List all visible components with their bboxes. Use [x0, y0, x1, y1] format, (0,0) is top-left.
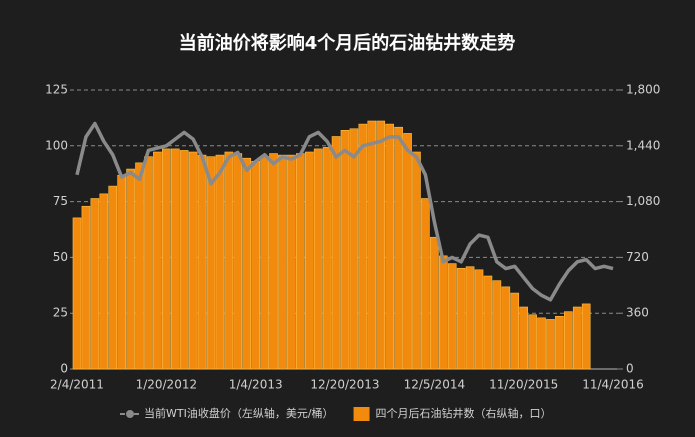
bar	[340, 130, 350, 370]
legend-label: 当前WTI油收盘价（左纵轴，美元/桶）	[144, 406, 334, 420]
bar	[144, 156, 153, 370]
bar	[287, 154, 296, 370]
bar	[215, 154, 225, 370]
y2-tick-label: 1,440	[626, 138, 660, 152]
bar	[528, 314, 537, 370]
bar	[99, 193, 109, 370]
line	[75, 121, 614, 302]
y-tick-label: 25	[53, 306, 68, 320]
bar	[197, 154, 207, 370]
bar	[126, 168, 135, 370]
bar	[269, 153, 278, 370]
bar	[564, 311, 573, 370]
y-tick-label: 50	[53, 250, 68, 264]
y2-tick-label: 1,800	[626, 83, 660, 97]
bar	[242, 157, 252, 370]
bar	[581, 303, 591, 370]
bar	[188, 151, 198, 370]
bar	[385, 123, 394, 370]
bar	[322, 147, 332, 370]
bar	[403, 133, 412, 370]
bar	[278, 154, 287, 370]
bar	[456, 267, 466, 370]
bar	[447, 263, 457, 370]
bar	[90, 198, 100, 370]
bar	[483, 275, 493, 370]
bar	[331, 136, 341, 370]
bar	[117, 174, 126, 370]
bar	[224, 151, 234, 370]
bar	[81, 205, 91, 370]
bar	[349, 128, 359, 370]
bar	[358, 123, 368, 370]
chart-title: 当前油价将影响4个月后的石油钻井数走势	[179, 32, 516, 54]
bar	[430, 236, 439, 370]
y-tick-label: 0	[60, 362, 68, 376]
bar	[492, 280, 502, 370]
bar	[465, 266, 475, 370]
y-tick-label: 100	[45, 138, 68, 152]
bar	[206, 156, 216, 370]
bar	[313, 148, 323, 370]
y-tick-label: 75	[53, 194, 68, 208]
bar	[251, 161, 260, 370]
bar	[296, 153, 305, 370]
y2-tick-label: 1,080	[626, 194, 660, 208]
bar	[394, 126, 403, 370]
y2-tick-label: 360	[626, 306, 649, 320]
x-tick-label: 1/4/2013	[229, 378, 283, 392]
bar	[376, 120, 386, 370]
bar	[153, 151, 162, 370]
bar	[162, 148, 171, 370]
bar	[304, 151, 314, 370]
bar	[260, 156, 269, 370]
bar	[474, 269, 484, 370]
bar	[170, 148, 180, 370]
bar	[501, 286, 511, 370]
legend-swatch	[353, 407, 370, 421]
bar	[108, 185, 118, 370]
bar	[572, 306, 582, 370]
x-tick-label: 11/20/2015	[489, 378, 558, 392]
x-tick-label: 12/5/2014	[404, 378, 466, 392]
x-tick-label: 2/4/2011	[50, 378, 104, 392]
bar	[510, 292, 520, 370]
bar	[367, 120, 377, 370]
bar	[135, 162, 144, 370]
bar	[537, 317, 546, 370]
x-tick-label: 12/20/2013	[310, 378, 379, 392]
bar	[421, 198, 430, 370]
bar	[519, 306, 528, 370]
bar	[72, 217, 82, 370]
bar	[546, 319, 555, 370]
bar	[179, 150, 189, 370]
x-tick-label: 1/20/2012	[136, 378, 198, 392]
y2-tick-label: 0	[626, 362, 634, 376]
bar	[233, 153, 243, 370]
bar	[412, 151, 421, 370]
x-tick-label: 11/4/2016	[582, 378, 644, 392]
legend-label: 四个月后石油钻井数（右纵轴，口）	[376, 406, 552, 420]
legend-swatch	[126, 410, 134, 418]
legend: 当前WTI油收盘价（左纵轴，美元/桶） 四个月后石油钻井数（右纵轴，口）	[120, 406, 552, 421]
y-tick-label: 125	[45, 83, 68, 97]
bar	[555, 315, 564, 370]
y2-tick-label: 720	[626, 250, 649, 264]
bar	[438, 255, 448, 370]
